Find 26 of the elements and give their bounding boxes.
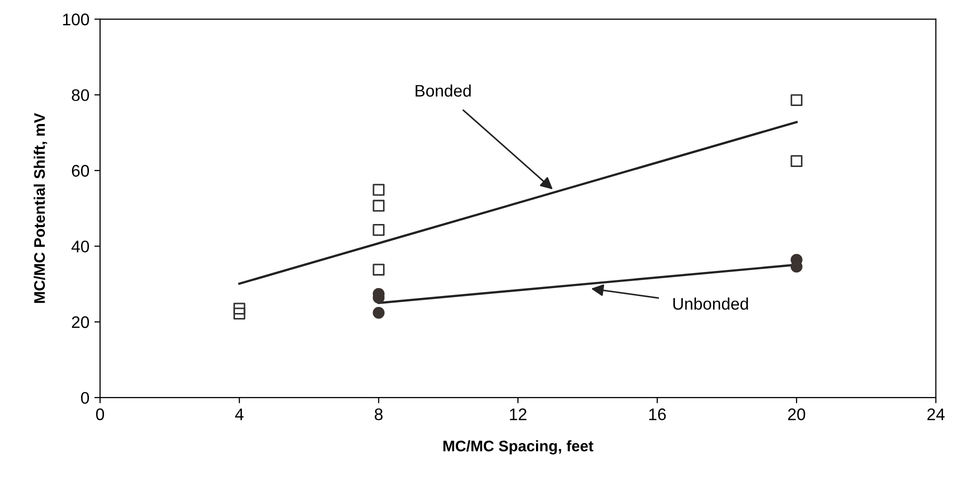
point [790,155,802,167]
point [372,264,385,276]
point [372,306,385,319]
y-axis-title: MC/MC Potential Shift, mV [34,112,48,303]
x-tick-label: 12 [510,408,526,420]
y-tick-label: 100 [63,14,89,26]
point [372,184,385,196]
y-tick-label: 40 [71,240,89,252]
x-tick-label: 4 [235,408,244,420]
x-axis-title: MC/MC Spacing, feet [443,440,594,454]
x-tick-label: 0 [96,408,104,420]
y-tick-label: 20 [72,316,89,328]
point [233,302,246,315]
annotation: Unbonded [673,297,748,310]
annotation: Bonded [416,84,471,97]
x-tick-label: 8 [374,408,383,420]
y-tick-label: 0 [81,392,89,404]
x-tick-label: 24 [927,408,945,420]
y-tick-label: 80 [72,89,89,102]
y-tick-label: 60 [72,164,89,177]
point [372,200,385,212]
x-tick-label: 20 [788,408,806,420]
x-tick-label: 16 [649,408,666,420]
point [233,308,246,320]
point [372,224,385,236]
point [790,94,802,106]
